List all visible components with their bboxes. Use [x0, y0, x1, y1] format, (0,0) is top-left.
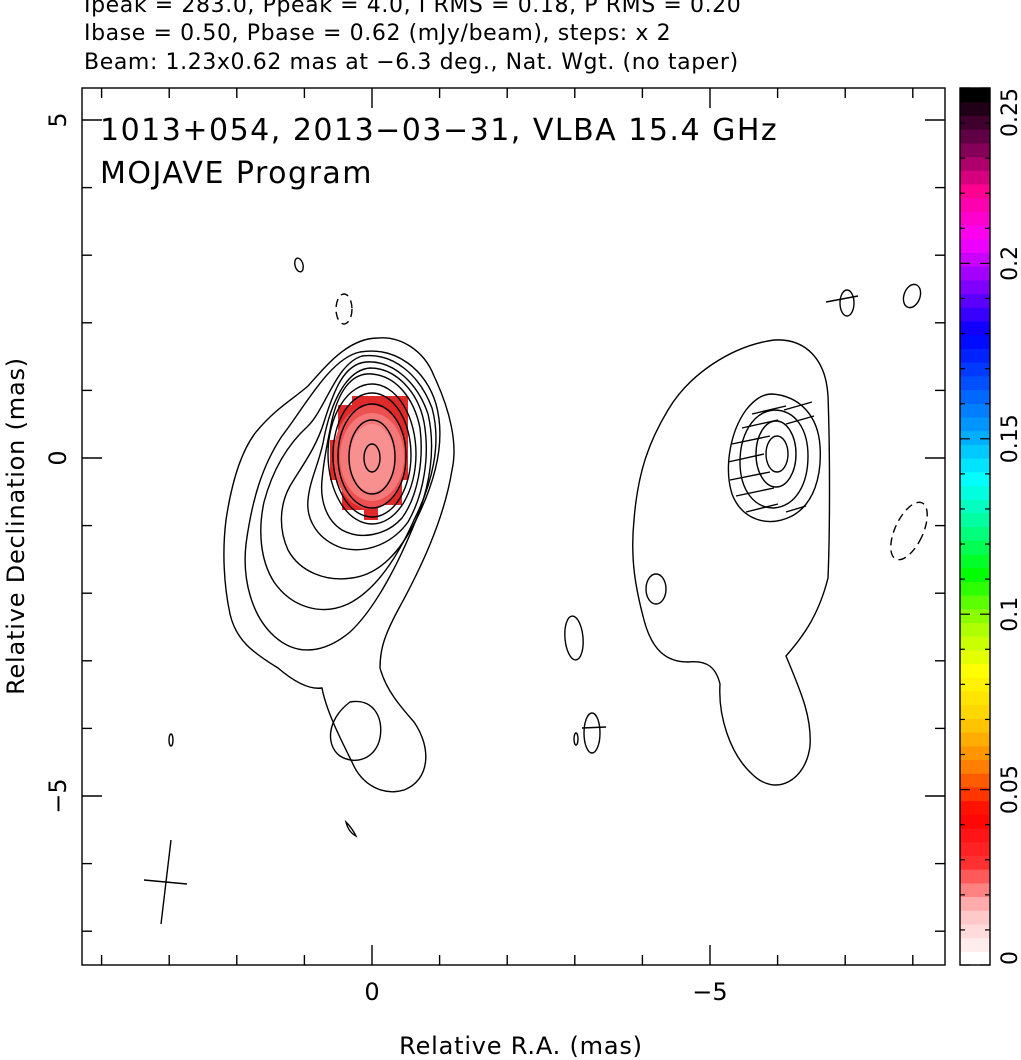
x-tick-label: −5	[692, 978, 727, 1006]
colorbar-segment	[960, 649, 990, 665]
beam-marker	[143, 839, 188, 925]
colorbar-frame	[959, 87, 991, 966]
colorbar-segment	[960, 499, 990, 514]
colorbar-segment	[960, 238, 990, 254]
colorbar-segment	[960, 608, 990, 624]
x-tick-label: 0	[364, 978, 379, 1006]
chart-subtitle: MOJAVE Program	[100, 156, 373, 191]
colorbar-segment	[960, 540, 990, 555]
colorbar-segment	[960, 101, 990, 117]
colorbar-segment	[960, 334, 990, 349]
colorbar-segment	[960, 951, 990, 966]
colorbar-segment	[960, 896, 990, 911]
colorbar-segment	[960, 471, 990, 486]
colorbar-segment	[960, 348, 990, 363]
colorbar-segment	[960, 416, 990, 432]
colorbar-segment	[960, 595, 990, 610]
colorbar-segment	[960, 677, 990, 692]
colorbar-segment	[960, 115, 990, 130]
colorbar-segment	[960, 841, 990, 856]
colorbar-segment	[960, 827, 990, 843]
y-tick-label: −5	[44, 778, 72, 813]
colorbar-segment	[960, 910, 990, 925]
colorbar-segment	[960, 937, 990, 952]
colorbar-segment	[960, 485, 990, 500]
colorbar-segment	[960, 225, 990, 240]
colorbar-segment	[960, 156, 990, 171]
colorbar-segment	[960, 320, 990, 336]
colorbar-segment	[960, 142, 990, 158]
colorbar-segment	[960, 622, 990, 637]
colorbar-segment	[960, 430, 990, 445]
colorbar-segment	[960, 211, 990, 226]
colorbar-segment	[960, 444, 990, 459]
colorbar-segment	[960, 512, 990, 528]
colorbar-segment	[960, 773, 990, 788]
colorbar-segment	[960, 362, 990, 377]
chart-title: 1013+054, 2013−03−31, VLBA 15.4 GHz	[100, 113, 778, 148]
colorbar-segment	[960, 869, 990, 884]
colorbar-segment	[960, 88, 990, 103]
colorbar-segment	[960, 732, 990, 747]
total-intensity-contours	[168, 257, 922, 838]
y-tick-label: 5	[44, 112, 72, 127]
colorbar-tick-label: 0	[998, 951, 1021, 965]
colorbar-segment	[960, 553, 990, 569]
colorbar-tick-label: 0.1	[998, 597, 1021, 632]
colorbar-segment	[960, 581, 990, 596]
colorbar-segment	[960, 718, 990, 733]
colorbar-segment	[960, 307, 990, 322]
colorbar-segment	[960, 663, 990, 678]
header-line-2: Ibase = 0.50, Pbase = 0.62 (mJy/beam), s…	[84, 21, 672, 46]
colorbar-segment	[960, 457, 990, 473]
colorbar-segment	[960, 293, 990, 308]
colorbar-segment	[960, 690, 990, 706]
colorbar-segment	[960, 266, 990, 281]
negative-contours	[335, 293, 928, 561]
colorbar-segment	[960, 403, 990, 418]
colorbar-segment	[960, 129, 990, 144]
colorbar-segment	[960, 745, 990, 761]
colorbar-tick-label: 0.25	[998, 88, 1021, 137]
colorbar-segment	[960, 814, 990, 829]
colorbar-segment	[960, 882, 990, 898]
colorbar-tick-label: 0.05	[998, 765, 1021, 814]
colorbar-segment	[960, 855, 990, 870]
colorbar-segment	[960, 567, 990, 582]
colorbar: 0 0.05 0.1 0.15 0.2 0.25	[959, 87, 1021, 966]
colorbar-segment	[960, 923, 990, 939]
header-line-3: Beam: 1.23x0.62 mas at −6.3 deg., Nat. W…	[84, 50, 739, 75]
x-axis-label: Relative R.A. (mas)	[399, 1032, 643, 1060]
colorbar-tick-label: 0.15	[998, 414, 1021, 463]
colorbar-segment	[960, 759, 990, 774]
y-axis-label: Relative Declination (mas)	[2, 357, 30, 695]
header-line-1: Ipeak = 283.0, Ppeak = 4.0, I RMS = 0.18…	[84, 0, 742, 18]
colorbar-segment	[960, 704, 990, 719]
y-tick-label: 0	[44, 450, 72, 465]
colorbar-segment	[960, 183, 990, 199]
colorbar-segment	[960, 279, 990, 295]
colorbar-segment	[960, 170, 990, 185]
tick-labels: 0 −5 5 0 −5	[44, 112, 728, 1006]
colorbar-segment	[960, 636, 990, 651]
colorbar-segment	[960, 800, 990, 815]
colorbar-segment	[960, 375, 990, 391]
colorbar-segment	[960, 786, 990, 802]
plot-frame	[81, 87, 946, 966]
colorbar-tick-label: 0.2	[998, 246, 1021, 281]
axis-ticks	[82, 88, 945, 965]
polarization-vectors	[581, 295, 859, 729]
colorbar-segment	[960, 197, 990, 212]
colorbar-segment	[960, 252, 990, 267]
colorbar-segment	[960, 389, 990, 404]
colorbar-segment	[960, 526, 990, 541]
